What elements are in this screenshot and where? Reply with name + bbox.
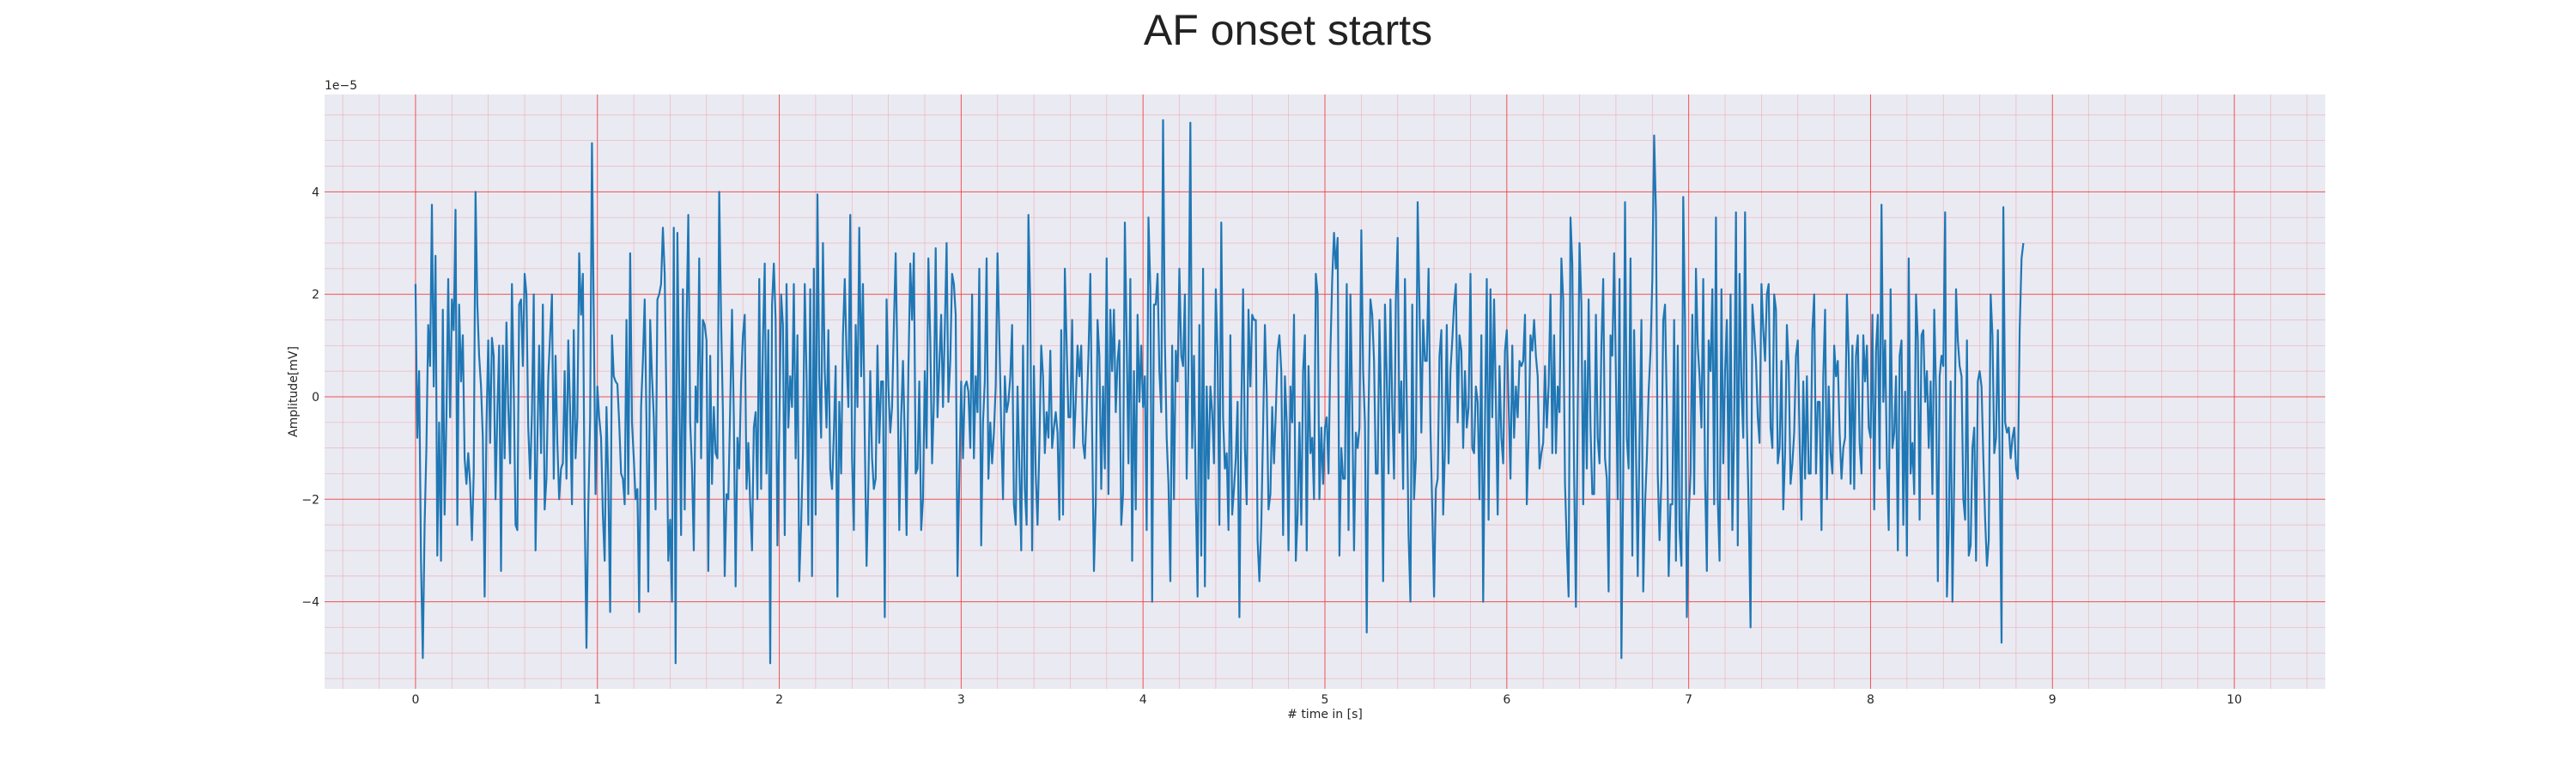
x-tick-label: 6 [1503,693,1510,707]
y-tick-label: 2 [312,289,319,302]
x-tick-label: 10 [2227,693,2242,707]
x-tick-label: 2 [775,693,783,707]
y-tick-label: −2 [301,493,319,507]
x-tick-label: 5 [1321,693,1329,707]
x-axis-label: # time in [s] [1287,708,1363,721]
y-tick-label: 4 [312,186,319,199]
x-tick-label: 1 [593,693,601,707]
x-tick-label: 4 [1139,693,1147,707]
series-line [414,119,2025,665]
chart-title: AF onset starts [1144,6,1432,54]
y-tick-label: 0 [312,391,319,405]
y-axis-ticks: −4 −2 0 2 4 [301,186,319,609]
y-axis-offset-label: 1e−5 [325,79,357,93]
x-tick-label: 9 [2049,693,2057,707]
x-axis-ticks: 0 1 2 3 4 5 6 7 8 9 10 [411,693,2242,707]
x-tick-label: 7 [1685,693,1692,707]
y-axis-label: Amplitude[mV] [287,346,301,437]
x-tick-label: 8 [1867,693,1874,707]
series-layer [414,119,2025,665]
x-tick-label: 3 [957,693,965,707]
y-tick-label: −4 [301,596,319,610]
x-tick-label: 0 [411,693,419,707]
major-grid [325,94,2325,689]
